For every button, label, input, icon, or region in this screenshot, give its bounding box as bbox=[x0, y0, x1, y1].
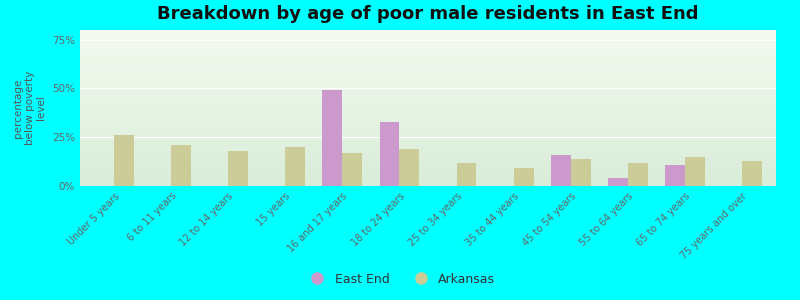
Bar bbox=[457, 163, 477, 186]
Bar bbox=[570, 159, 590, 186]
Bar bbox=[628, 163, 648, 186]
Bar bbox=[665, 164, 685, 186]
Title: Breakdown by age of poor male residents in East End: Breakdown by age of poor male residents … bbox=[158, 5, 698, 23]
Bar bbox=[322, 90, 342, 186]
Bar bbox=[685, 157, 705, 186]
Y-axis label: percentage
below poverty
level: percentage below poverty level bbox=[14, 71, 46, 145]
Bar bbox=[608, 178, 628, 186]
Bar bbox=[228, 151, 248, 186]
Bar bbox=[514, 168, 534, 186]
Bar bbox=[342, 153, 362, 186]
Bar bbox=[171, 145, 191, 186]
Legend: East End, Arkansas: East End, Arkansas bbox=[300, 268, 500, 291]
Bar bbox=[399, 149, 419, 186]
Bar bbox=[286, 147, 306, 186]
Bar bbox=[379, 122, 399, 186]
Bar bbox=[114, 135, 134, 186]
Bar bbox=[550, 155, 570, 186]
Bar bbox=[742, 161, 762, 186]
